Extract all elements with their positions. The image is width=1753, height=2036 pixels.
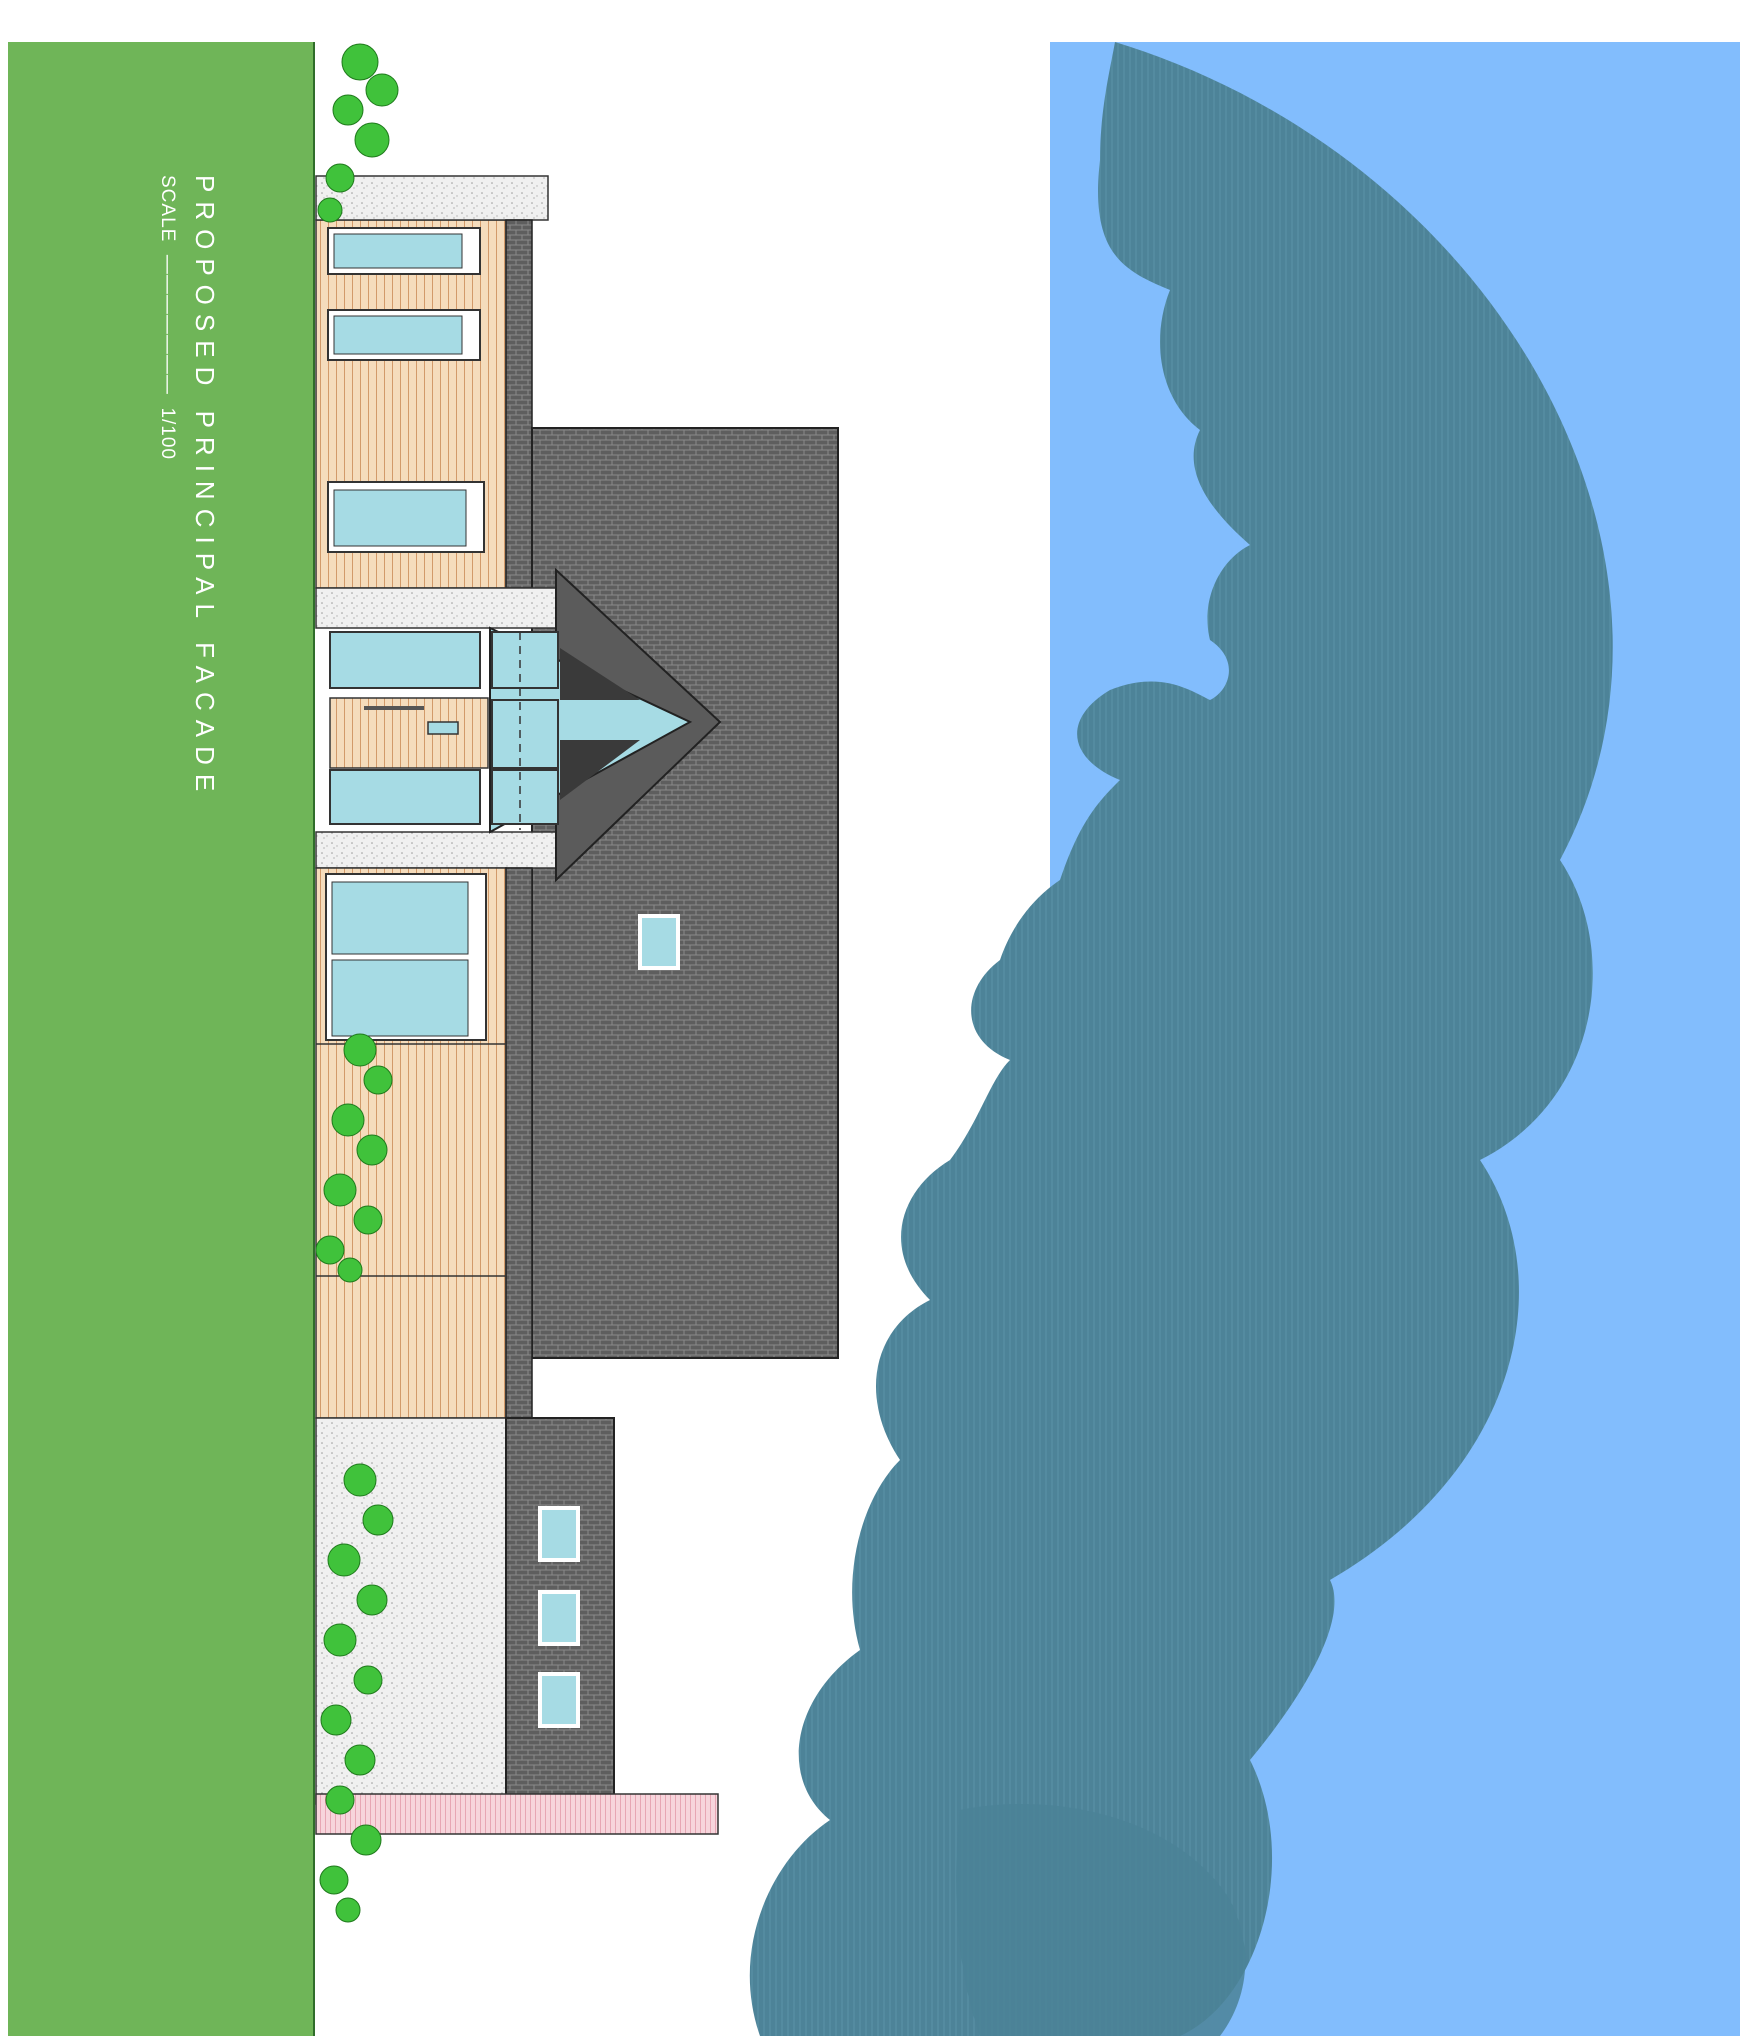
entrance-gable-shadow xyxy=(560,648,640,700)
dark-stone-band-middle xyxy=(505,867,533,1419)
door-handle xyxy=(364,706,424,710)
window-upper-1 xyxy=(327,227,481,275)
plinth-wall xyxy=(315,1793,719,1835)
roof-light xyxy=(638,914,680,970)
window-middle-large xyxy=(325,873,487,1041)
small-windows-lower xyxy=(538,1506,580,1728)
tree-canopy-lower xyxy=(956,1804,1246,2036)
window-upper-2 xyxy=(327,309,481,361)
dark-stone-band-upper xyxy=(505,219,533,589)
entrance-render-band-top xyxy=(315,587,557,629)
entrance-gable-shadow-2 xyxy=(560,740,640,800)
door-letterbox xyxy=(427,721,459,735)
entrance-glazing xyxy=(329,631,559,830)
main-roof-tiles xyxy=(531,427,839,1359)
scale-label: SCALE xyxy=(157,175,178,243)
drawing-title: PROPOSED PRINCIPAL FACADE xyxy=(190,175,220,801)
entrance-render-band-bottom xyxy=(315,831,557,869)
scale-bar: ——————— xyxy=(157,248,178,402)
drawing-title-block: PROPOSED PRINCIPAL FACADE SCALE ——————— … xyxy=(150,175,230,895)
window-upper-3 xyxy=(327,481,485,553)
ground-strip xyxy=(8,42,314,2036)
scale-value: 1/100 xyxy=(157,407,178,460)
drawing-scale: SCALE ——————— 1/100 xyxy=(156,175,178,460)
tree-canopy xyxy=(749,42,1613,2036)
shrub-icon xyxy=(315,43,399,1923)
parapet-cap-top xyxy=(315,175,549,221)
